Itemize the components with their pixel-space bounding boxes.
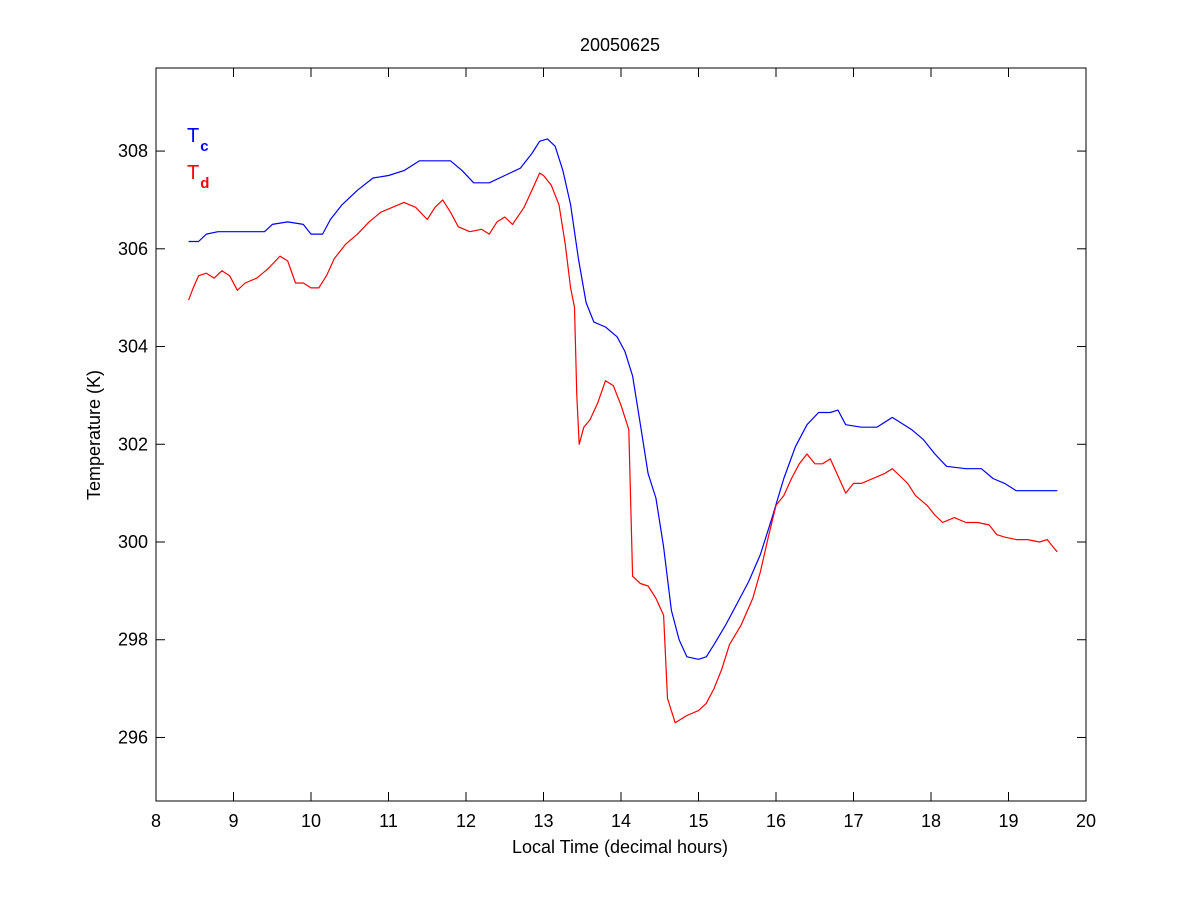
x-tick-label: 10 — [301, 811, 321, 831]
x-tick-label: 12 — [456, 811, 476, 831]
y-tick-label: 302 — [118, 434, 148, 454]
plot-area-frame — [155, 67, 1087, 802]
y-tick-label: 300 — [118, 532, 148, 552]
series-layer — [188, 138, 1058, 724]
y-tick-label: 298 — [118, 630, 148, 650]
y-tick-label: 296 — [118, 727, 148, 747]
x-tick-label: 19 — [998, 811, 1018, 831]
x-tick-label: 20 — [1076, 811, 1096, 831]
series-line-T-c — [188, 138, 1058, 660]
x-tick-label: 16 — [766, 811, 786, 831]
y-tick-label: 306 — [118, 239, 148, 259]
x-axis-label: Local Time (decimal hours) — [512, 837, 728, 857]
x-tick-label: 18 — [921, 811, 941, 831]
y-tick-label: 308 — [118, 141, 148, 161]
x-tick-label: 8 — [151, 811, 161, 831]
legend-entry-T-c: Tc — [187, 125, 209, 155]
chart-title: 20050625 — [580, 35, 660, 55]
y-axis: 296 298 300 302 304 306 308 — [118, 141, 1086, 747]
x-tick-label: 15 — [688, 811, 708, 831]
x-tick-label: 9 — [228, 811, 238, 831]
x-tick-label: 14 — [611, 811, 631, 831]
series-line-T-d — [188, 172, 1058, 724]
x-tick-label: 13 — [533, 811, 553, 831]
x-tick-label: 17 — [843, 811, 863, 831]
x-tick-label: 11 — [379, 811, 398, 831]
x-axis: 8 9 10 11 12 13 14 15 16 17 18 19 20 — [151, 68, 1096, 831]
y-axis-label: Temperature (K) — [84, 370, 104, 500]
y-tick-label: 304 — [118, 337, 148, 357]
legend: Tc Td — [187, 125, 209, 192]
legend-entry-T-d: Td — [187, 162, 209, 192]
